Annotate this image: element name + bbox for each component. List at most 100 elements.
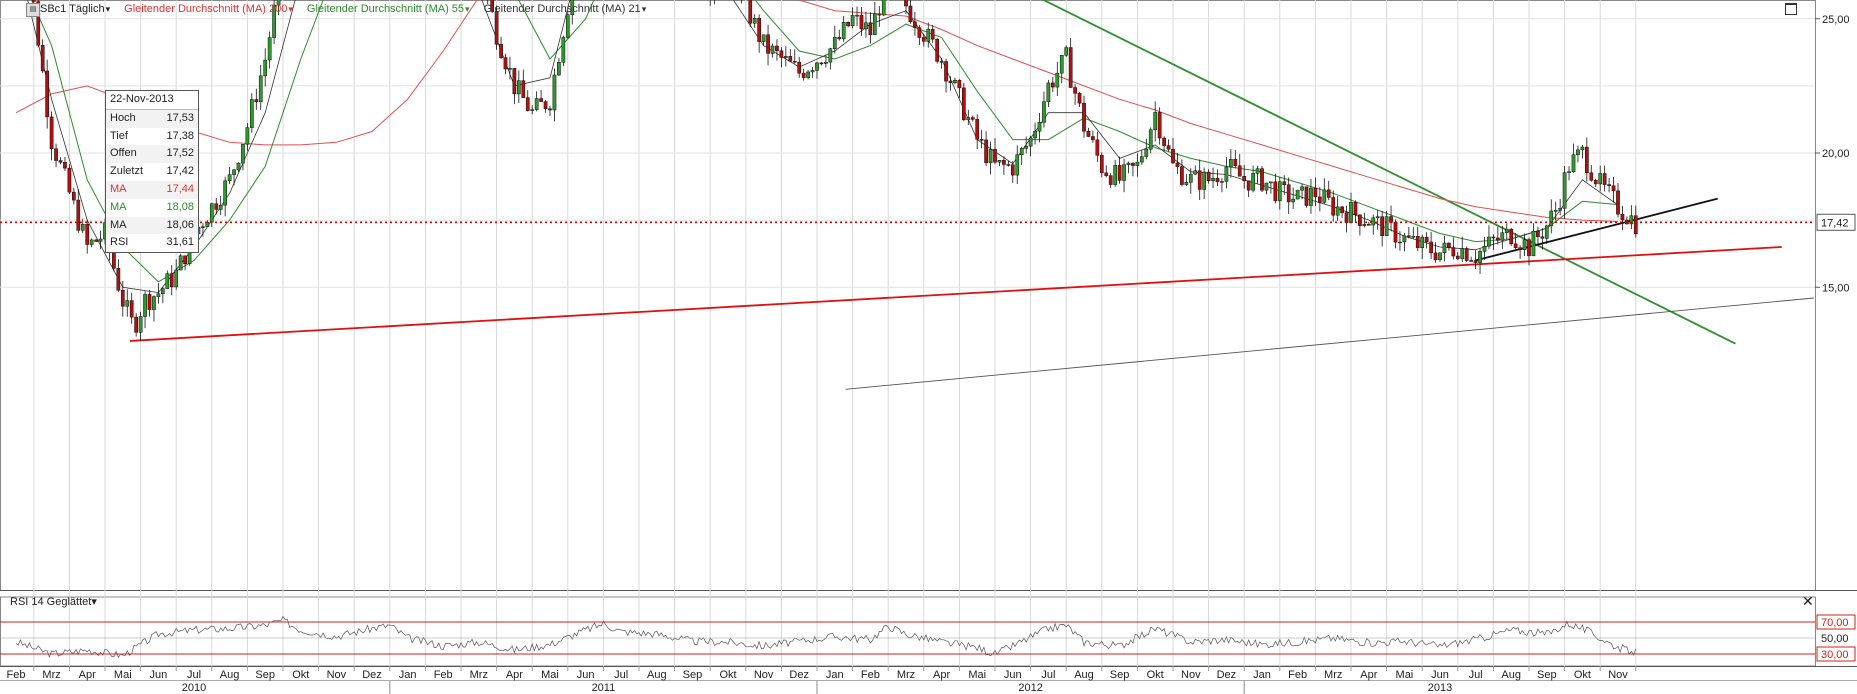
close-icon[interactable]: ✕ bbox=[1802, 593, 1814, 609]
candle-body bbox=[1558, 208, 1563, 211]
candle-body bbox=[125, 300, 130, 307]
candle-body bbox=[779, 50, 784, 58]
candle-body bbox=[1002, 160, 1006, 165]
data-window-value: 18,08 bbox=[166, 200, 194, 213]
candle-body bbox=[1366, 224, 1371, 226]
rsi-panel-frame bbox=[0, 596, 1816, 667]
month-label: Sep bbox=[1537, 669, 1557, 681]
candle-body bbox=[543, 101, 548, 110]
candle-body bbox=[1215, 178, 1220, 183]
candle-body bbox=[89, 239, 94, 245]
ma200-line bbox=[15, 0, 1619, 222]
candle-body bbox=[1326, 189, 1331, 198]
candle-body bbox=[957, 79, 962, 89]
candle-body bbox=[1362, 224, 1367, 226]
ma200-legend[interactable]: Gleitender Durchschnitt (MA) 200 bbox=[124, 3, 293, 15]
candle-body bbox=[1527, 239, 1531, 257]
candle-body bbox=[49, 116, 54, 149]
candle-body bbox=[979, 139, 984, 141]
candle-body bbox=[797, 61, 802, 74]
candle-body bbox=[1313, 187, 1318, 198]
month-label: Feb bbox=[434, 669, 453, 681]
candle-body bbox=[1553, 210, 1558, 212]
candle-body bbox=[1162, 137, 1166, 146]
candle-body bbox=[1380, 216, 1385, 236]
year-label: 2010 bbox=[182, 682, 206, 694]
candle-body bbox=[499, 44, 503, 58]
candle-body bbox=[1496, 237, 1500, 241]
candle-body bbox=[904, 0, 908, 7]
candle-body bbox=[1099, 155, 1104, 174]
candle-body bbox=[1349, 202, 1353, 223]
data-window-value: 17,53 bbox=[166, 111, 194, 124]
candle-body bbox=[748, 0, 753, 24]
candle-body bbox=[1153, 112, 1158, 131]
month-label: Apr bbox=[506, 669, 523, 681]
candle-body bbox=[521, 80, 526, 98]
month-label: Jul bbox=[187, 669, 201, 681]
data-window-label: MA bbox=[110, 218, 127, 231]
candle-body bbox=[134, 316, 139, 333]
candle-body bbox=[1237, 165, 1242, 177]
candle-body bbox=[975, 119, 980, 140]
candle-body bbox=[1318, 196, 1322, 203]
candle-body bbox=[908, 5, 913, 23]
candle-body bbox=[76, 199, 81, 231]
candle-body bbox=[40, 45, 45, 72]
candle-body bbox=[775, 45, 779, 51]
candle-body bbox=[1104, 172, 1109, 176]
candle-body bbox=[525, 97, 530, 111]
ma21-legend[interactable]: Gleitender Durchschnitt (MA) 21 bbox=[484, 3, 647, 15]
month-label: Aug bbox=[220, 669, 240, 681]
candle-body bbox=[1233, 159, 1238, 166]
candle-body bbox=[1549, 210, 1554, 227]
candle-body bbox=[1091, 136, 1095, 141]
candle-body bbox=[1580, 146, 1585, 151]
month-label: Aug bbox=[647, 669, 667, 681]
candle-body bbox=[988, 149, 993, 163]
candle-body bbox=[881, 0, 886, 16]
candle-body bbox=[1077, 93, 1082, 104]
candle-body bbox=[993, 149, 997, 163]
candle-body bbox=[1019, 148, 1024, 155]
symbol-selector[interactable]: SBc1 Täglich bbox=[40, 3, 110, 15]
maximize-icon[interactable] bbox=[1785, 3, 1797, 15]
candle-body bbox=[1300, 186, 1304, 191]
data-window-row: RSI 31,61 bbox=[106, 234, 198, 252]
candle-body bbox=[953, 79, 957, 83]
candle-body bbox=[1420, 236, 1425, 249]
data-window-row: Hoch 17,53 bbox=[106, 109, 198, 128]
candle-body bbox=[1246, 180, 1251, 191]
y-tick-label: 20,00 bbox=[1822, 148, 1850, 160]
candle-body bbox=[152, 296, 156, 310]
candle-body bbox=[1620, 213, 1625, 221]
data-window-row: MA 18,06 bbox=[106, 216, 198, 235]
candle-body bbox=[548, 108, 552, 111]
candle-body bbox=[1398, 241, 1402, 244]
candle-body bbox=[1585, 146, 1589, 173]
candle-body bbox=[1180, 166, 1184, 185]
chart-settings-icon[interactable]: ▤ bbox=[26, 3, 40, 17]
chart-series bbox=[15, 0, 1638, 659]
rsi-line bbox=[15, 615, 1637, 659]
candle-body bbox=[1015, 154, 1020, 176]
candle-body bbox=[85, 224, 90, 245]
candle-body bbox=[1171, 148, 1175, 164]
candle-body bbox=[792, 60, 797, 63]
candle-body bbox=[1567, 171, 1571, 173]
candle-body bbox=[1500, 232, 1505, 241]
candle-body bbox=[913, 21, 917, 28]
candle-body bbox=[1202, 171, 1207, 190]
candle-body bbox=[1006, 164, 1011, 166]
candle-body bbox=[58, 160, 63, 163]
rsi-legend[interactable]: RSI 14 Geglättet▾ bbox=[10, 596, 97, 608]
month-label: Mai bbox=[541, 669, 559, 681]
candle-body bbox=[1046, 82, 1051, 102]
ma55-legend[interactable]: Gleitender Durchschnitt (MA) 55 bbox=[307, 3, 470, 15]
data-window-label: RSI bbox=[110, 236, 129, 249]
candle-body bbox=[1122, 164, 1126, 181]
candle-body bbox=[810, 70, 815, 73]
month-label: Mai bbox=[114, 669, 132, 681]
month-label: Okt bbox=[1147, 669, 1164, 681]
